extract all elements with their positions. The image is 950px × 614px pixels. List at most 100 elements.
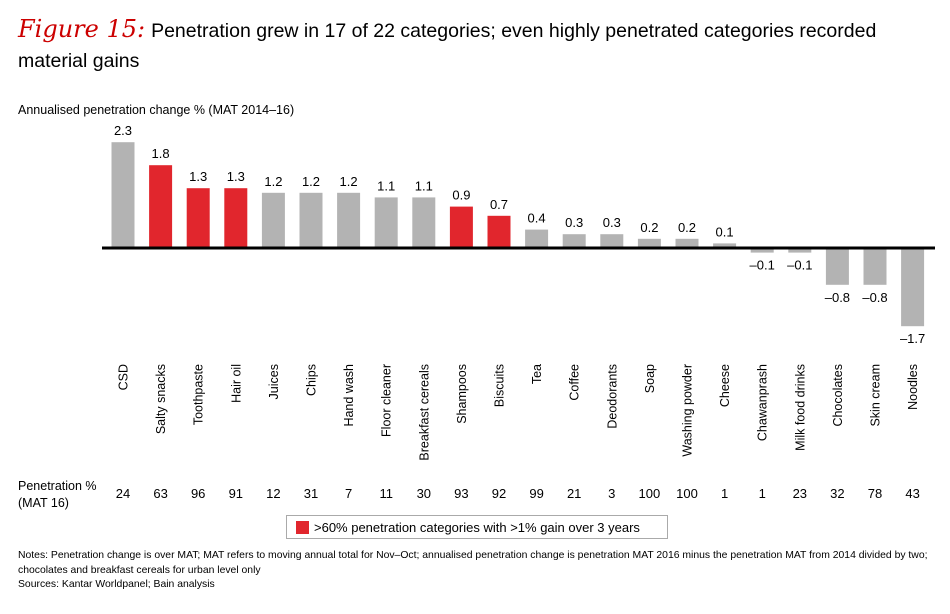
bar-value-label: 0.4 [528,211,546,226]
bar-value-label: 0.2 [678,220,696,235]
bar-value-label: –0.1 [787,258,812,273]
penetration-value: 21 [567,486,581,501]
bar-value-label: 1.3 [227,169,245,184]
penetration-value: 1 [721,486,728,501]
category-tick-label: Cheese [718,364,732,407]
category-tick-label: Chocolates [831,364,845,427]
penetration-value: 7 [345,486,352,501]
bar-value-label: 0.3 [565,215,583,230]
penetration-value: 3 [608,486,615,501]
bar [299,192,323,248]
penetration-value: 43 [905,486,919,501]
penetration-value: 78 [868,486,882,501]
category-tick-label: Coffee [568,364,582,401]
bar-value-label: 0.2 [640,220,658,235]
penetration-value: 63 [153,486,167,501]
bar-value-label: 1.1 [415,178,433,193]
category-tick-label: Breakfast cereals [417,364,431,461]
bar [637,238,661,248]
legend-label-highlight: >60% penetration categories with >1% gai… [314,519,640,535]
bar [750,248,774,253]
footnotes: Notes: Penetration change is over MAT; M… [18,549,938,593]
bar-value-label: –0.8 [825,290,850,305]
figure-header: Figure 15: Penetration grew in 17 of 22 c… [18,14,938,76]
penetration-value: 11 [379,486,393,501]
bar [825,248,849,285]
bar [261,192,285,248]
category-tick-label: Hand wash [342,364,356,427]
bar [111,142,135,248]
bar-value-label: –0.1 [750,258,775,273]
figure-label: Figure 15: [18,15,146,43]
bar [374,197,398,248]
bar-value-label: 0.7 [490,197,508,212]
penetration-label-line-2: (MAT 16) [18,496,69,510]
bar [487,215,511,248]
penetration-value: 99 [529,486,543,501]
penetration-value: 93 [454,486,468,501]
penetration-row-label: Penetration % (MAT 16) [18,478,97,512]
category-tick-label: Chawanprash [756,364,770,441]
penetration-value: 1 [759,486,766,501]
penetration-value: 100 [639,486,661,501]
penetration-label-line-1: Penetration % [18,479,97,493]
bar [863,248,887,285]
bar [337,192,361,248]
category-tick-label: Chips [305,364,319,396]
category-tick-label: Shampoos [455,364,469,424]
bar [525,229,549,248]
category-tick-label: Juices [267,364,281,399]
bar-value-label: 0.1 [716,224,734,239]
category-tick-label: Deodorants [605,364,619,429]
bar-value-label: 1.2 [340,174,358,189]
category-tick-label: CSD [117,364,131,390]
bar [788,248,812,253]
category-tick-label: Milk food drinks [793,364,807,451]
penetration-value: 12 [266,486,280,501]
bar-value-label: 1.2 [302,174,320,189]
bar [149,165,173,248]
penetration-value: 23 [793,486,807,501]
bar [224,188,248,248]
penetration-value: 100 [676,486,698,501]
bar-value-label: –0.8 [862,290,887,305]
category-tick-label: Tea [530,364,544,384]
category-tick-label: Washing powder [681,364,695,457]
y-axis-title: Annualised penetration change % (MAT 201… [18,103,295,117]
bar [412,197,436,248]
category-tick-label: Floor cleaner [380,364,394,437]
penetration-value: 91 [229,486,243,501]
penetration-value: 30 [417,486,431,501]
bar-value-label: 0.3 [603,215,621,230]
notes-text: Notes: Penetration change is over MAT; M… [18,550,928,576]
bar [600,234,624,248]
bar [675,238,699,248]
penetration-value: 24 [116,486,130,501]
penetration-value: 92 [492,486,506,501]
bar [562,234,586,248]
category-tick-label: Hair oil [229,364,243,403]
category-tick-label: Soap [643,364,657,393]
category-tick-label: Skin cream [869,364,883,427]
bar [449,206,473,248]
chart-legend: >60% penetration categories with >1% gai… [286,515,668,539]
bar-value-label: 0.9 [452,188,470,203]
legend-swatch-highlight [296,520,309,534]
bar-value-label: 1.8 [152,146,170,161]
figure-title: Penetration grew in 17 of 22 categories;… [18,20,877,72]
bar-value-label: –1.7 [900,331,925,346]
bar-value-label: 1.2 [264,174,282,189]
bar [713,243,737,248]
bar [901,248,925,327]
bar [186,188,210,248]
bar-value-label: 1.1 [377,178,395,193]
penetration-value: 32 [830,486,844,501]
penetration-value: 31 [304,486,318,501]
sources-text: Sources: Kantar Worldpanel; Bain analysi… [18,579,215,590]
bar-value-label: 2.3 [114,123,132,138]
bar-value-label: 1.3 [189,169,207,184]
category-tick-label: Salty snacks [154,364,168,434]
category-tick-label: Biscuits [493,364,507,407]
penetration-value: 96 [191,486,205,501]
